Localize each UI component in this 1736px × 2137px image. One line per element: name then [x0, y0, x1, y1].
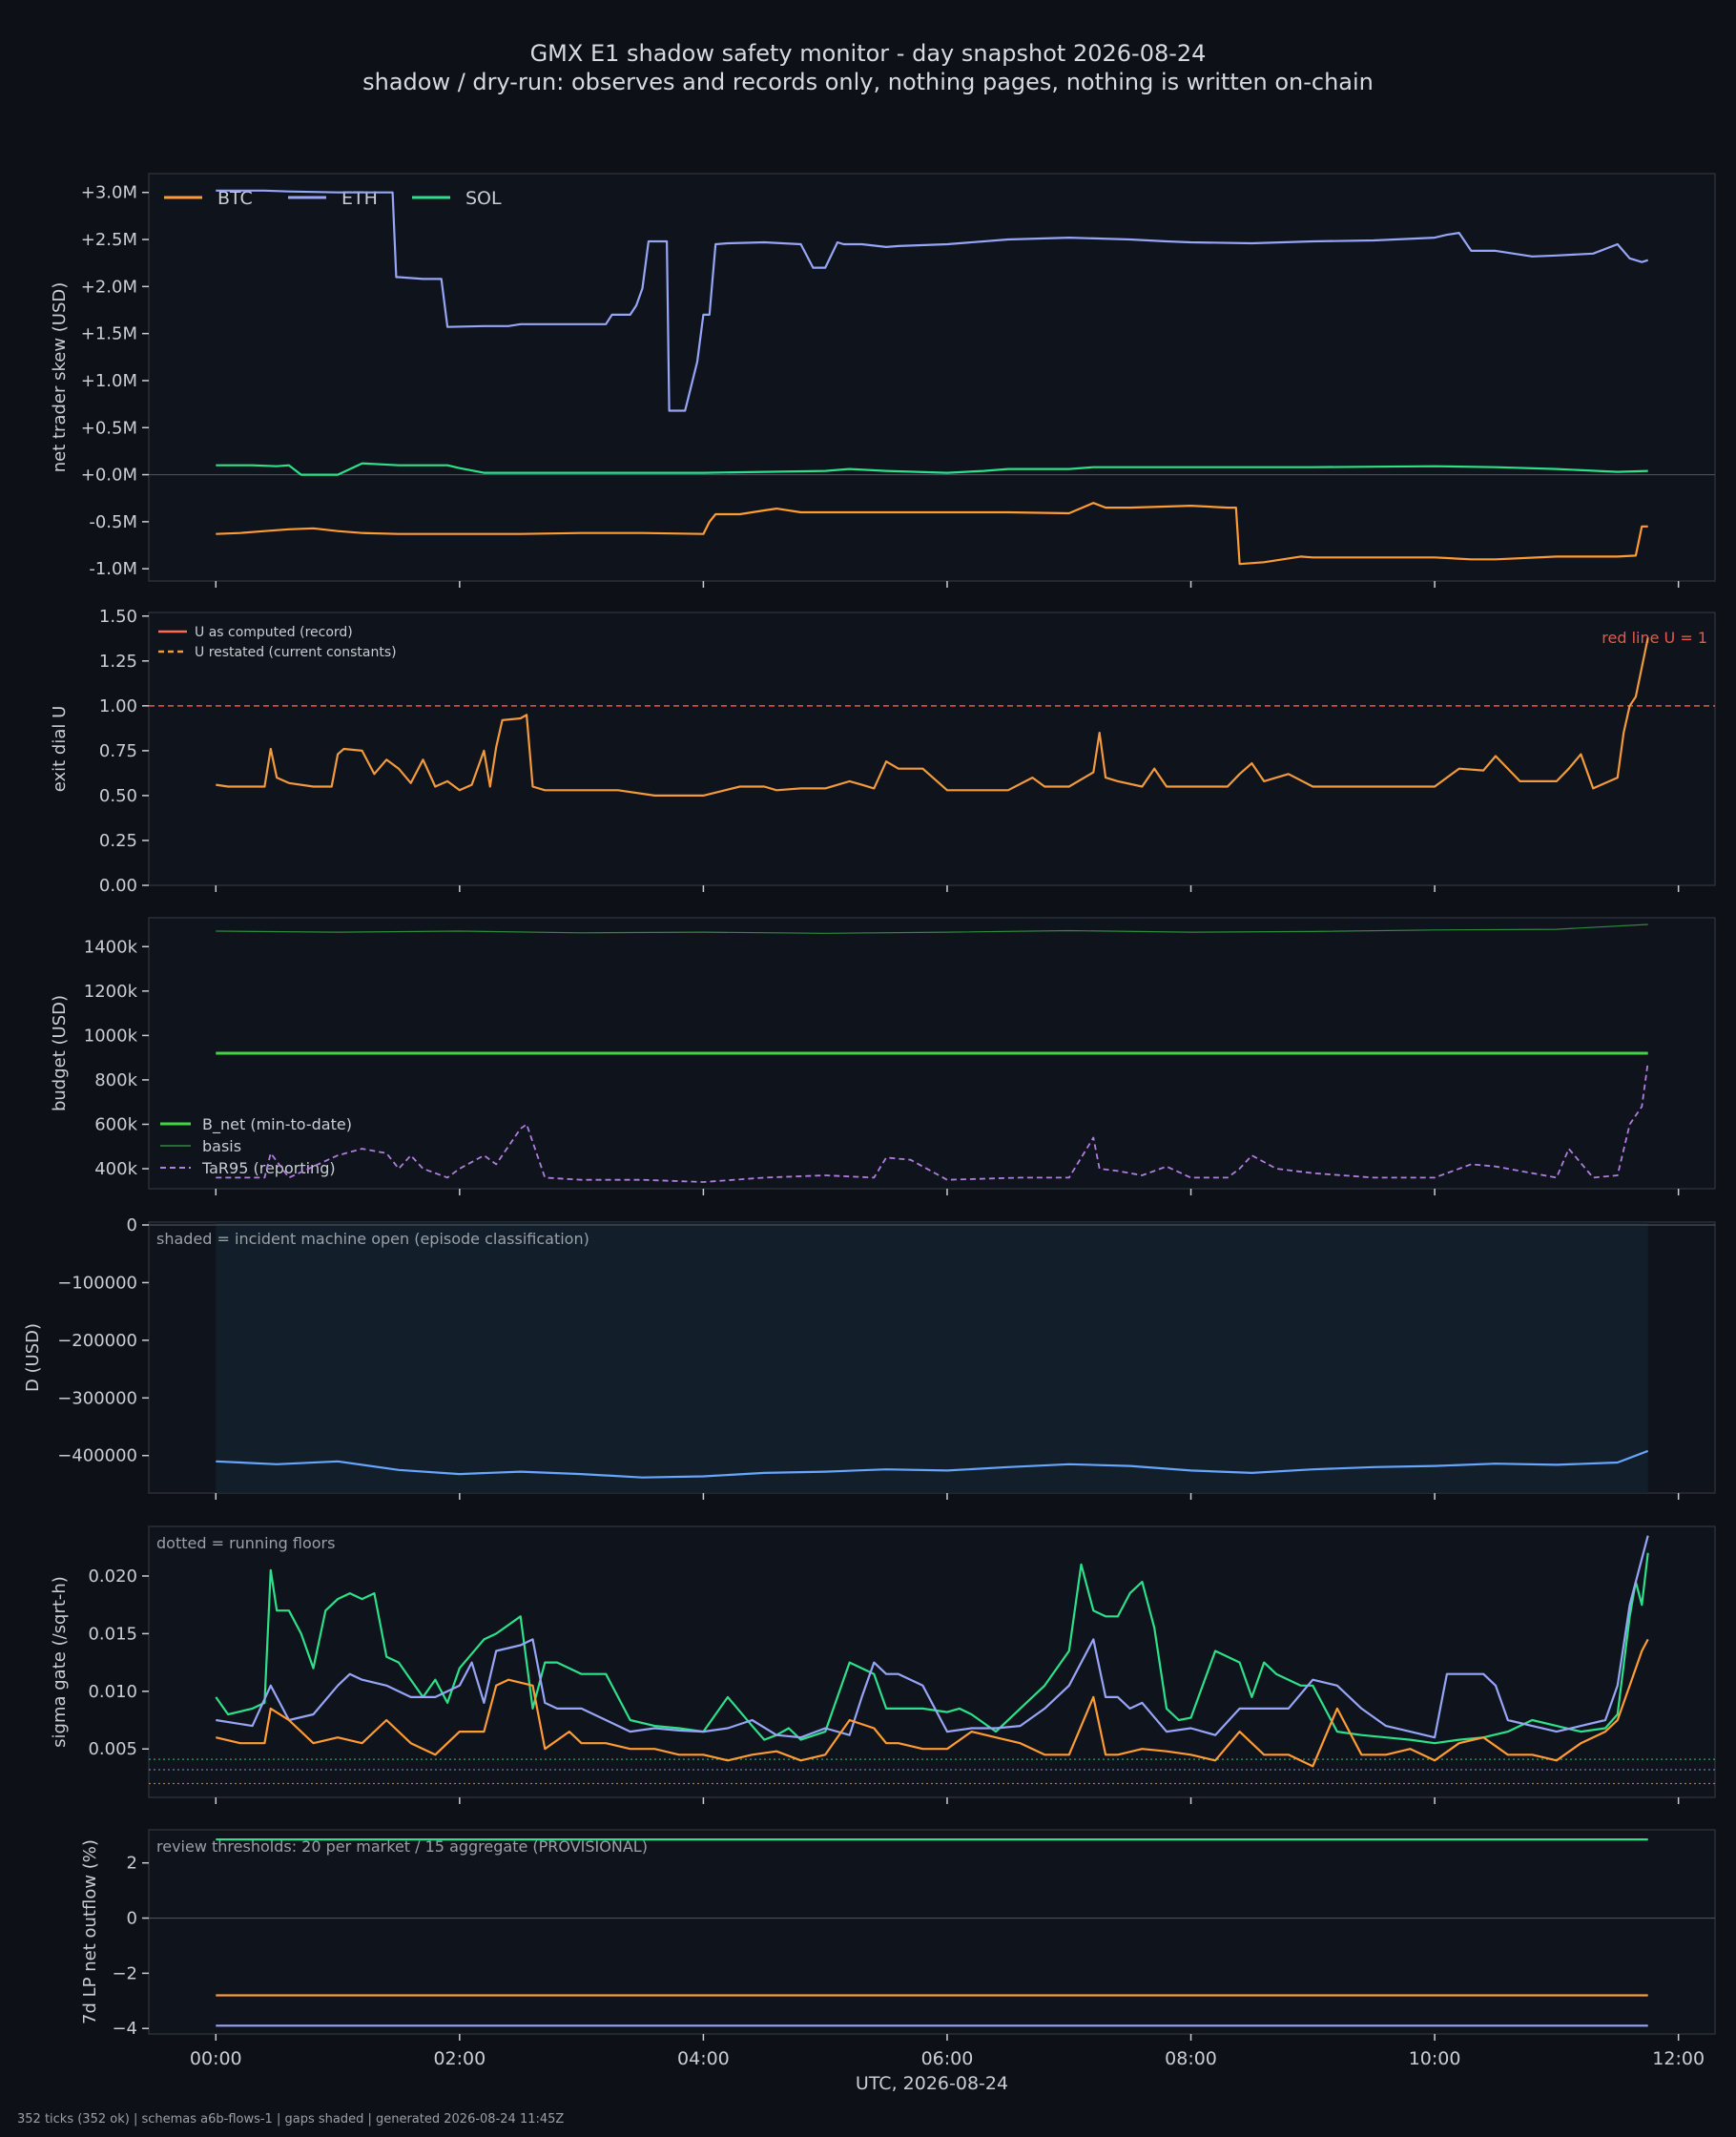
x-tick-label: 06:00 — [921, 2048, 974, 2069]
y-tick-label: −4 — [112, 2019, 137, 2039]
incident-shading — [216, 1222, 1648, 1493]
series-sol — [215, 1552, 1649, 1745]
y-tick-label: −2 — [112, 1963, 137, 1983]
panel-1: +3.0M +2.5M +2.0M +1.5M +1.0M +0.5M +0.0M -0.5M… — [50, 173, 1716, 588]
y-tick-label: 1.50 — [99, 607, 137, 627]
chart-title: GMX E1 shadow safety monitor - day snaps… — [529, 40, 1207, 67]
y-tick-label: 600k — [94, 1114, 137, 1134]
series-eth — [216, 189, 1649, 412]
y-axis-label: 7d LP net outflow (%) — [80, 1839, 100, 2024]
y-tick-label: 0 — [127, 1909, 137, 1929]
y-axis-label: sigma gate (/sqrt-h) — [50, 1576, 70, 1748]
y-tick-label: 2 — [127, 1854, 137, 1874]
series-btc — [216, 502, 1648, 566]
y-tick-label: -0.5M — [89, 512, 137, 532]
y-tick-label: +2.0M — [81, 277, 137, 297]
y-tick-label: +1.5M — [81, 324, 137, 344]
y-axis-label: exit dial U — [50, 706, 70, 793]
y-tick-label: +0.5M — [81, 418, 137, 438]
y-tick-label: −200000 — [57, 1331, 137, 1351]
y-tick-label: -1.0M — [89, 559, 137, 579]
panel-frame — [148, 612, 1716, 886]
x-tick-label: 04:00 — [677, 2048, 730, 2069]
y-tick-label: 0.015 — [88, 1624, 137, 1644]
y-tick-label: +0.0M — [81, 466, 137, 486]
legend-label: BTC — [217, 188, 253, 209]
legend-label: ETH — [341, 188, 378, 209]
y-tick-label: 0.005 — [88, 1739, 137, 1759]
panel-frame — [148, 173, 1716, 582]
y-tick-label: 1000k — [84, 1026, 138, 1046]
x-tick-label: 10:00 — [1409, 2048, 1461, 2069]
y-tick-label: −100000 — [57, 1273, 137, 1293]
y-tick-label: +2.5M — [81, 230, 137, 250]
legend-label: U as computed (record) — [195, 625, 353, 640]
y-tick-label: 0.020 — [88, 1566, 137, 1587]
y-tick-label: 400k — [94, 1159, 137, 1179]
footer-status: 352 ticks (352 ok) | schemas a6b-flows-1… — [17, 2112, 565, 2127]
y-axis-label: budget (USD) — [50, 995, 70, 1111]
x-tick-label: 00:00 — [190, 2048, 242, 2069]
y-tick-label: 800k — [94, 1070, 137, 1090]
series-tar95 — [216, 1062, 1649, 1183]
y-tick-label: 0.00 — [99, 876, 137, 896]
y-tick-label: 0 — [127, 1215, 137, 1235]
panel-2: 1.50 1.25 1.00 0.75 0.50 0.25 0.00 exit dial U r… — [50, 607, 1716, 896]
series-basis — [216, 923, 1648, 934]
y-tick-label: +1.0M — [81, 371, 137, 391]
series-sol — [216, 462, 1648, 476]
y-tick-label: 1.25 — [99, 652, 137, 672]
y-tick-label: 0.25 — [99, 831, 137, 851]
x-tick-label: 08:00 — [1165, 2048, 1217, 2069]
x-tick-label: 12:00 — [1652, 2048, 1705, 2069]
legend-label: basis — [202, 1137, 241, 1155]
y-tick-label: 1400k — [84, 937, 138, 957]
legend-label: TaR95 (reporting) — [201, 1159, 336, 1177]
y-tick-label: 0.50 — [99, 786, 137, 806]
y-tick-label: 0.75 — [99, 741, 137, 761]
x-axis-label: UTC, 2026-08-24 — [856, 2073, 1008, 2094]
panel-frame — [148, 1525, 1716, 1798]
panel-frame — [148, 1829, 1716, 2035]
panel-5: 0.020 0.015 0.010 0.005 sigma gate (/sqrt-h)… — [50, 1525, 1716, 1804]
y-tick-label: +3.0M — [81, 183, 137, 203]
redline-annotation: red line U = 1 — [1602, 629, 1707, 647]
panel-3: 1400k 1200k 1000k 800k 600k 400k budget (USD) B… — [50, 917, 1716, 1195]
series-btc — [216, 1638, 1649, 1768]
panel-4: 0 −100000 −200000 −300000 −400000 D (USD) shad… — [23, 1215, 1716, 1500]
y-tick-label: 1200k — [84, 982, 138, 1002]
legend-label: U restated (current constants) — [195, 645, 397, 660]
y-tick-label: −300000 — [57, 1388, 137, 1408]
panel-annotation: shaded = incident machine open (episode … — [156, 1230, 589, 1248]
legend-label: B_net (min-to-date) — [202, 1115, 352, 1134]
chart-subtitle: shadow / dry-run: observes and records o… — [362, 69, 1374, 95]
panel-6: 2 0 −2 −4 7d LP net outflow (%) review thresh… — [80, 1829, 1716, 2041]
panel-annotation: dotted = running floors — [156, 1534, 335, 1552]
y-axis-label: D (USD) — [23, 1323, 43, 1392]
series-eth — [216, 1535, 1649, 1739]
y-tick-label: −400000 — [57, 1446, 137, 1466]
series-d — [216, 1449, 1649, 1479]
legend-label: SOL — [465, 188, 502, 209]
panel-annotation: review thresholds: 20 per market / 15 ag… — [156, 1837, 648, 1856]
y-tick-label: 1.00 — [99, 696, 137, 716]
y-tick-label: 0.010 — [88, 1682, 137, 1702]
series-u — [216, 637, 1649, 798]
y-axis-label: net trader skew (USD) — [50, 282, 70, 473]
x-tick-label: 02:00 — [433, 2048, 486, 2069]
